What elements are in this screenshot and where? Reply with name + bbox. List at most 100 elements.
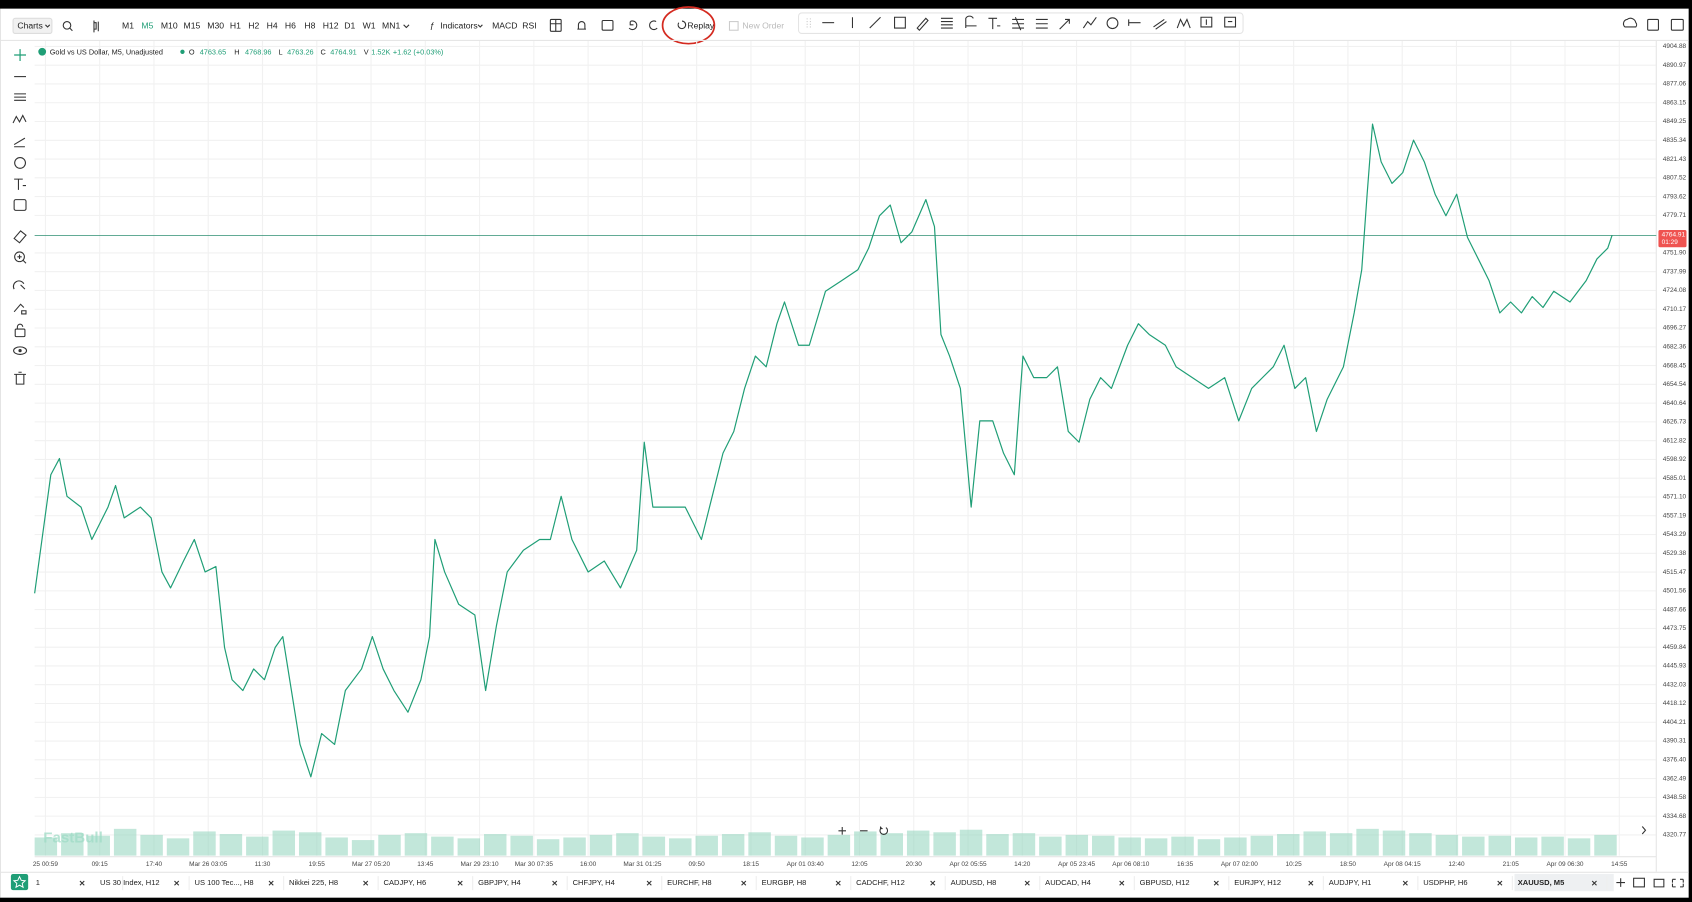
lock-drawing-tool[interactable] [13,303,27,315]
search-icon[interactable] [62,21,72,30]
tab[interactable]: US 100 Tec..., H8 [195,878,254,887]
drawing-tool[interactable] [1176,18,1191,29]
visibility-tool[interactable] [13,346,28,355]
tab-close[interactable] [1497,880,1503,886]
drawing-tool[interactable] [1224,16,1237,28]
zoom-tool[interactable] [14,251,25,263]
drawing-tool[interactable] [1153,18,1167,30]
tab-close[interactable] [741,880,747,886]
timeframe-button[interactable]: M15 [184,21,201,31]
window-button[interactable] [1653,878,1665,888]
layout-button[interactable] [1633,877,1645,888]
reset-zoom[interactable] [879,826,889,835]
tab[interactable]: XAUUSD, M5 [1518,878,1565,887]
drawing-tool[interactable] [1128,19,1141,26]
new-order-button[interactable]: New Order [742,21,784,31]
ruler-tool[interactable] [13,230,27,244]
tab-close[interactable] [1591,880,1597,886]
timeframe-button[interactable]: H4 [267,21,278,31]
drawing-tool[interactable] [1200,16,1213,28]
tab[interactable]: CADCHF, H12 [856,878,905,887]
add-tab[interactable] [1616,878,1625,887]
drawing-tool[interactable] [965,15,977,29]
tab-close[interactable] [835,880,841,886]
tab[interactable]: US 30 Index, H12 [100,878,160,887]
timeframe-button[interactable]: D1 [344,21,355,31]
timeframe-button[interactable]: H6 [285,21,296,31]
text-tool[interactable] [14,178,27,190]
pattern-tool[interactable] [12,114,27,124]
lock-tool[interactable] [14,328,26,338]
timeframe-button[interactable]: W1 [363,21,376,31]
drawing-tool[interactable] [988,17,1001,30]
drawing-tool[interactable] [1082,16,1097,29]
zoom-in[interactable] [838,827,847,835]
tab[interactable]: EURCHF, H8 [667,878,711,887]
drawing-tool[interactable] [940,17,953,29]
tab[interactable]: USDPHP, H6 [1423,878,1467,887]
alert-icon[interactable] [577,21,586,30]
tab[interactable]: GBPJPY, H4 [478,878,521,887]
tab-close[interactable] [1024,880,1030,886]
timeframe-button[interactable]: H12 [323,21,339,31]
tab-close[interactable] [363,880,369,886]
chart-type-icon[interactable] [93,20,99,33]
macd-button[interactable]: MACD [492,21,517,31]
delete-tool[interactable] [14,371,27,385]
fib-tool[interactable] [14,93,27,101]
timeframe-button[interactable]: M30 [207,21,224,31]
tab-close[interactable] [174,880,180,886]
popout-icon[interactable] [1647,18,1659,31]
tab[interactable]: CADJPY, H6 [384,878,427,887]
tab-close[interactable] [79,880,85,886]
drawing-tool[interactable] [916,17,929,31]
tab[interactable]: GBPUSD, H12 [1140,878,1190,887]
tab[interactable]: 1 [36,878,40,887]
tab[interactable]: AUDJPY, H1 [1329,878,1372,887]
tab-close[interactable] [1308,880,1314,886]
drawing-tool[interactable] [1035,18,1048,29]
drawing-tool[interactable] [1059,18,1070,30]
projection-tool[interactable] [13,137,26,148]
drawing-tool[interactable] [1106,17,1119,30]
timeframe-button[interactable]: M5 [141,21,153,31]
undo-icon[interactable] [628,20,638,31]
tab-close[interactable] [552,880,558,886]
timeframe-button[interactable]: MN1 [382,21,400,31]
timeframe-button[interactable]: M10 [161,21,178,31]
tab-close[interactable] [1402,880,1408,886]
tab[interactable]: Nikkei 225, H8 [289,878,338,887]
scroll-right[interactable] [1641,826,1647,835]
tab-close[interactable] [646,880,652,886]
timeframe-button[interactable]: M1 [122,21,134,31]
tab[interactable]: AUDUSD, H8 [951,878,997,887]
annotation-tool[interactable] [13,199,27,211]
tab[interactable]: EURGBP, H8 [762,878,807,887]
shape-tool[interactable] [14,156,27,169]
tab-close[interactable] [457,880,463,886]
expand-button[interactable] [1671,878,1684,888]
tab-close[interactable] [930,880,936,886]
tab[interactable]: CHFJPY, H4 [573,878,615,887]
favorites-button[interactable] [10,873,29,891]
redo-icon[interactable] [649,20,658,31]
drawing-tool[interactable] [869,16,881,29]
cloud-icon[interactable] [1622,17,1638,28]
timeframe-button[interactable]: H2 [248,21,259,31]
crosshair-tool[interactable] [14,49,27,61]
tab[interactable]: AUDCAD, H4 [1045,878,1091,887]
tab-close[interactable] [1119,880,1125,886]
timeframe-button[interactable]: H8 [304,21,315,31]
drawing-tool[interactable] [1012,17,1025,31]
drawing-tool[interactable] [894,16,906,29]
magnet-tool[interactable] [12,280,26,290]
timeframe-button[interactable]: H1 [230,21,241,31]
tab-close[interactable] [268,880,274,886]
tab[interactable]: EURJPY, H12 [1234,878,1281,887]
fullscreen-icon[interactable] [1670,18,1684,31]
tab-close[interactable] [1213,880,1219,886]
indicators-button[interactable]: Indicators [440,21,477,31]
rsi-button[interactable]: RSI [522,21,536,31]
replay-button[interactable]: Replay [687,21,715,31]
charts-button[interactable] [12,17,53,34]
